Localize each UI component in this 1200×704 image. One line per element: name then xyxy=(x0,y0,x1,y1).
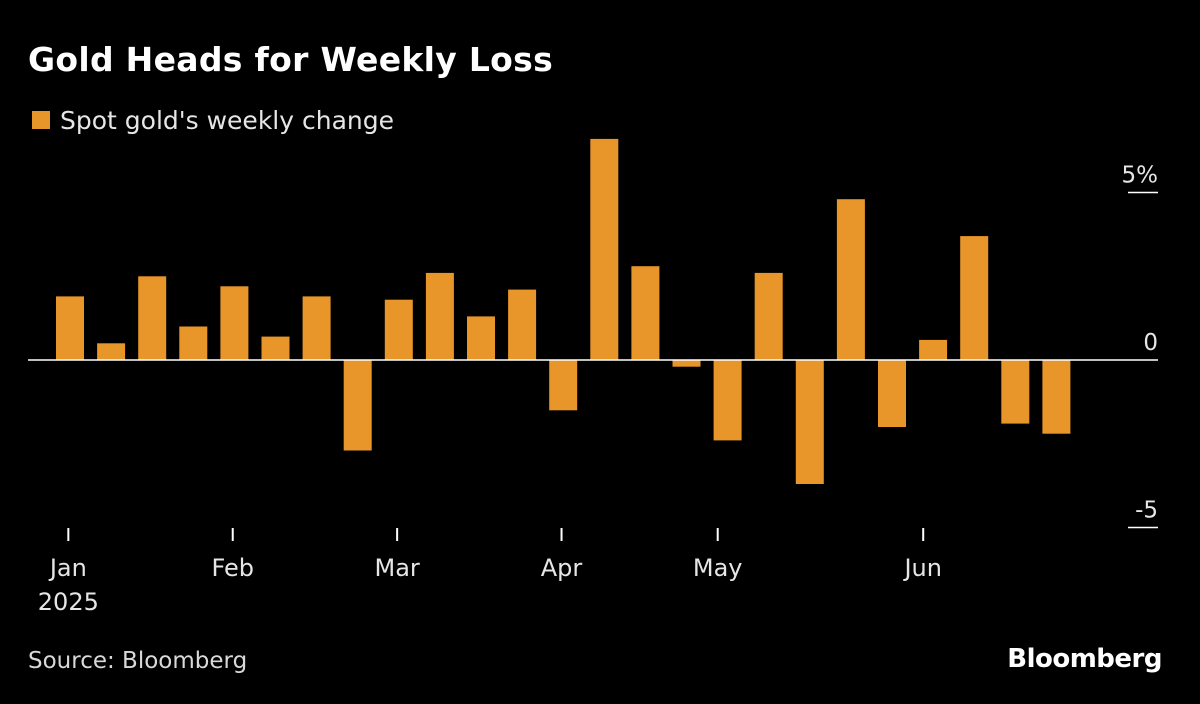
x-tick-label-mar: Mar xyxy=(374,554,419,582)
bar-week-4 xyxy=(179,326,208,360)
bar-week-11 xyxy=(467,316,495,360)
bar-week-22 xyxy=(919,339,948,360)
bar-week-6 xyxy=(261,336,290,360)
bar-week-13 xyxy=(549,360,578,411)
x-tick-label-jan: Jan xyxy=(48,554,87,582)
y-tick-label: 5% xyxy=(1122,163,1159,189)
bar-week-24 xyxy=(1001,360,1030,424)
bar-week-7 xyxy=(302,296,331,360)
bar-week-19 xyxy=(795,360,824,484)
bar-week-14 xyxy=(590,138,619,360)
y-tick-label: 0 xyxy=(1143,330,1158,356)
y-tick-label: -5 xyxy=(1135,498,1158,524)
bar-week-16 xyxy=(672,360,701,367)
bar-week-18 xyxy=(754,272,783,360)
bar-week-20 xyxy=(836,199,865,360)
legend: Spot gold's weekly change xyxy=(32,104,394,136)
bar-week-25 xyxy=(1042,360,1071,434)
bar-week-21 xyxy=(878,360,906,427)
bars-layer xyxy=(56,138,1071,484)
legend-label: Spot gold's weekly change xyxy=(60,105,394,135)
x-tick-sublabel-year: 2025 xyxy=(38,588,99,616)
bar-week-8 xyxy=(343,360,372,451)
bar-week-17 xyxy=(713,360,742,441)
bar-week-1 xyxy=(56,296,84,360)
axis-layer: 5% 0 -5 Jan 2025 Feb Mar Apr May Jun xyxy=(28,163,1159,616)
bloomberg-logo: Bloomberg xyxy=(1007,644,1162,674)
bar-week-10 xyxy=(425,272,454,360)
bar-week-3 xyxy=(138,276,167,361)
source-note: Source: Bloomberg xyxy=(28,648,248,674)
bar-week-12 xyxy=(508,289,537,360)
x-tick-label-apr: Apr xyxy=(541,554,583,582)
bar-week-15 xyxy=(631,266,660,360)
bar-week-23 xyxy=(960,236,989,361)
bar-week-5 xyxy=(220,286,249,360)
legend-swatch xyxy=(32,111,50,129)
x-tick-label-jun: Jun xyxy=(902,554,942,582)
bar-week-2 xyxy=(97,343,126,361)
bar-week-9 xyxy=(384,299,413,360)
chart-title: Gold Heads for Weekly Loss xyxy=(28,40,554,79)
x-tick-label-feb: Feb xyxy=(211,554,254,582)
x-tick-label-may: May xyxy=(693,554,743,582)
